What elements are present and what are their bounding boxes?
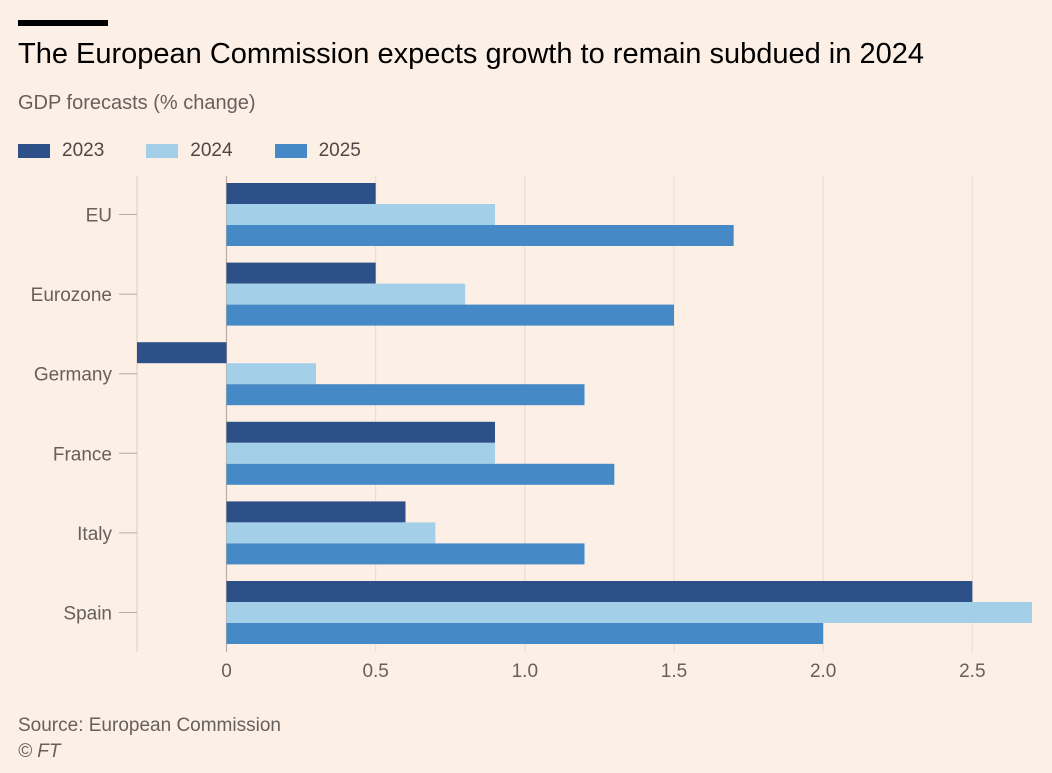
x-tick-label: 2.5 [959, 661, 985, 682]
bar-2023-germany [137, 342, 227, 364]
category-label: Italy [77, 524, 112, 545]
category-label: France [53, 444, 112, 465]
bar-2023-eu [226, 183, 376, 204]
bar-2024-italy [226, 522, 436, 544]
chart-title: The European Commission expects growth t… [18, 38, 924, 70]
category-label: Spain [63, 604, 112, 625]
x-tick-label: 2.0 [810, 661, 836, 682]
category-label: Eurozone [31, 285, 112, 306]
bar-2024-spain [226, 602, 1032, 623]
bar-2025-france [226, 463, 615, 485]
bar-2024-eu [226, 204, 495, 225]
bar-2024-germany [226, 363, 316, 385]
bar-2025-italy [226, 543, 585, 565]
bar-2023-spain [226, 581, 973, 602]
bar-2024-eurozone [226, 283, 466, 305]
bar-2025-eu [226, 225, 734, 246]
chart-subtitle: GDP forecasts (% change) [18, 92, 256, 114]
gridlines [136, 176, 973, 652]
x-tick-label: 0.5 [362, 661, 388, 682]
category-label: EU [86, 206, 112, 227]
bar-2025-spain [226, 623, 824, 644]
bar-2023-eurozone [226, 262, 376, 284]
bar-2023-italy [226, 501, 406, 523]
source-note: Source: European Commission [18, 715, 281, 736]
axes: 0 0.5 1.0 1.5 2.0 2.5 EU Eurozone Germany France I… [31, 206, 986, 683]
legend-swatch-2024 [146, 144, 179, 158]
x-tick-label: 1.0 [512, 661, 538, 682]
legend: 2023 2024 2025 [18, 140, 403, 162]
legend-item-2024: 2024 [146, 140, 233, 162]
legend-label-2024: 2024 [190, 140, 233, 161]
bar-2023-france [226, 421, 495, 443]
legend-item-2025: 2025 [274, 140, 361, 162]
bars [137, 183, 1032, 644]
legend-swatch-2025 [274, 144, 307, 158]
category-label: Germany [34, 365, 113, 386]
legend-label-2025: 2025 [318, 140, 361, 161]
legend-item-2023: 2023 [18, 140, 104, 162]
bar-chart: 0 0.5 1.0 1.5 2.0 2.5 EU Eurozone Germany France I… [31, 176, 1032, 683]
x-tick-label: 0 [221, 661, 232, 682]
legend-swatch-2023 [18, 144, 50, 158]
title-rule [18, 20, 108, 26]
bar-2024-france [226, 442, 495, 464]
legend-label-2023: 2023 [62, 140, 105, 161]
x-tick-label: 1.5 [661, 661, 687, 682]
ft-credit: © FT [18, 741, 61, 762]
bar-2025-germany [226, 384, 585, 406]
bar-2025-eurozone [226, 304, 674, 326]
